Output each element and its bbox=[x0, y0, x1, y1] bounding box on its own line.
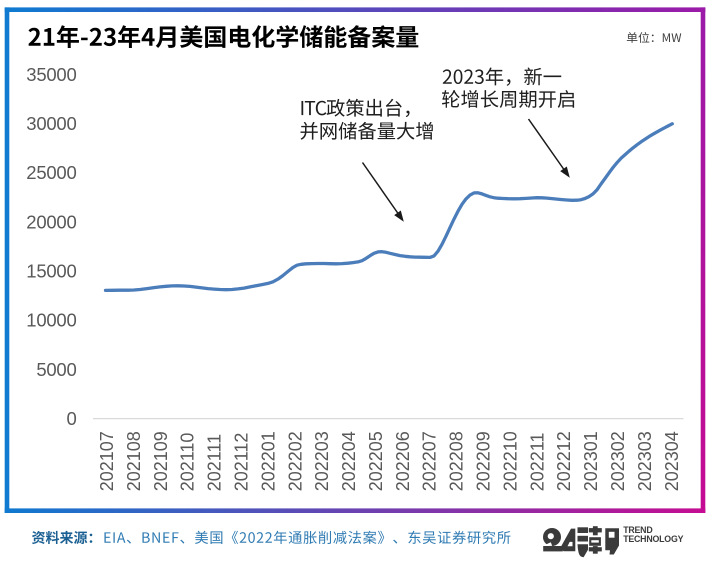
svg-text:15000: 15000 bbox=[26, 261, 76, 282]
svg-text:5000: 5000 bbox=[36, 359, 76, 380]
svg-text:202107: 202107 bbox=[97, 431, 117, 491]
svg-text:25000: 25000 bbox=[26, 162, 76, 183]
svg-text:30000: 30000 bbox=[26, 113, 76, 134]
svg-text:202108: 202108 bbox=[124, 431, 144, 491]
svg-text:20000: 20000 bbox=[26, 211, 76, 232]
svg-text:202201: 202201 bbox=[258, 431, 278, 491]
svg-text:202109: 202109 bbox=[151, 431, 171, 491]
svg-text:202303: 202303 bbox=[635, 431, 655, 491]
svg-text:10000: 10000 bbox=[26, 310, 76, 331]
svg-text:202208: 202208 bbox=[447, 431, 467, 491]
svg-text:202209: 202209 bbox=[474, 431, 494, 491]
svg-text:202302: 202302 bbox=[608, 431, 628, 491]
svg-text:202212: 202212 bbox=[554, 431, 574, 491]
svg-text:202112: 202112 bbox=[232, 433, 252, 492]
svg-text:202211: 202211 bbox=[527, 433, 547, 492]
svg-text:202206: 202206 bbox=[393, 431, 413, 491]
svg-text:202207: 202207 bbox=[420, 431, 440, 491]
svg-text:202205: 202205 bbox=[366, 431, 386, 491]
svg-text:202110: 202110 bbox=[178, 433, 198, 492]
svg-text:202304: 202304 bbox=[662, 431, 682, 491]
svg-text:202111: 202111 bbox=[205, 434, 225, 491]
svg-text:0: 0 bbox=[66, 408, 76, 429]
svg-text:202203: 202203 bbox=[312, 431, 332, 491]
svg-text:35000: 35000 bbox=[26, 64, 76, 85]
svg-text:202202: 202202 bbox=[285, 431, 305, 491]
svg-text:202210: 202210 bbox=[500, 431, 520, 491]
svg-text:202204: 202204 bbox=[339, 431, 359, 491]
svg-text:TREND: TREND bbox=[623, 525, 652, 535]
svg-text:TECHNOLOGY: TECHNOLOGY bbox=[623, 534, 683, 544]
svg-text:202301: 202301 bbox=[581, 431, 601, 491]
